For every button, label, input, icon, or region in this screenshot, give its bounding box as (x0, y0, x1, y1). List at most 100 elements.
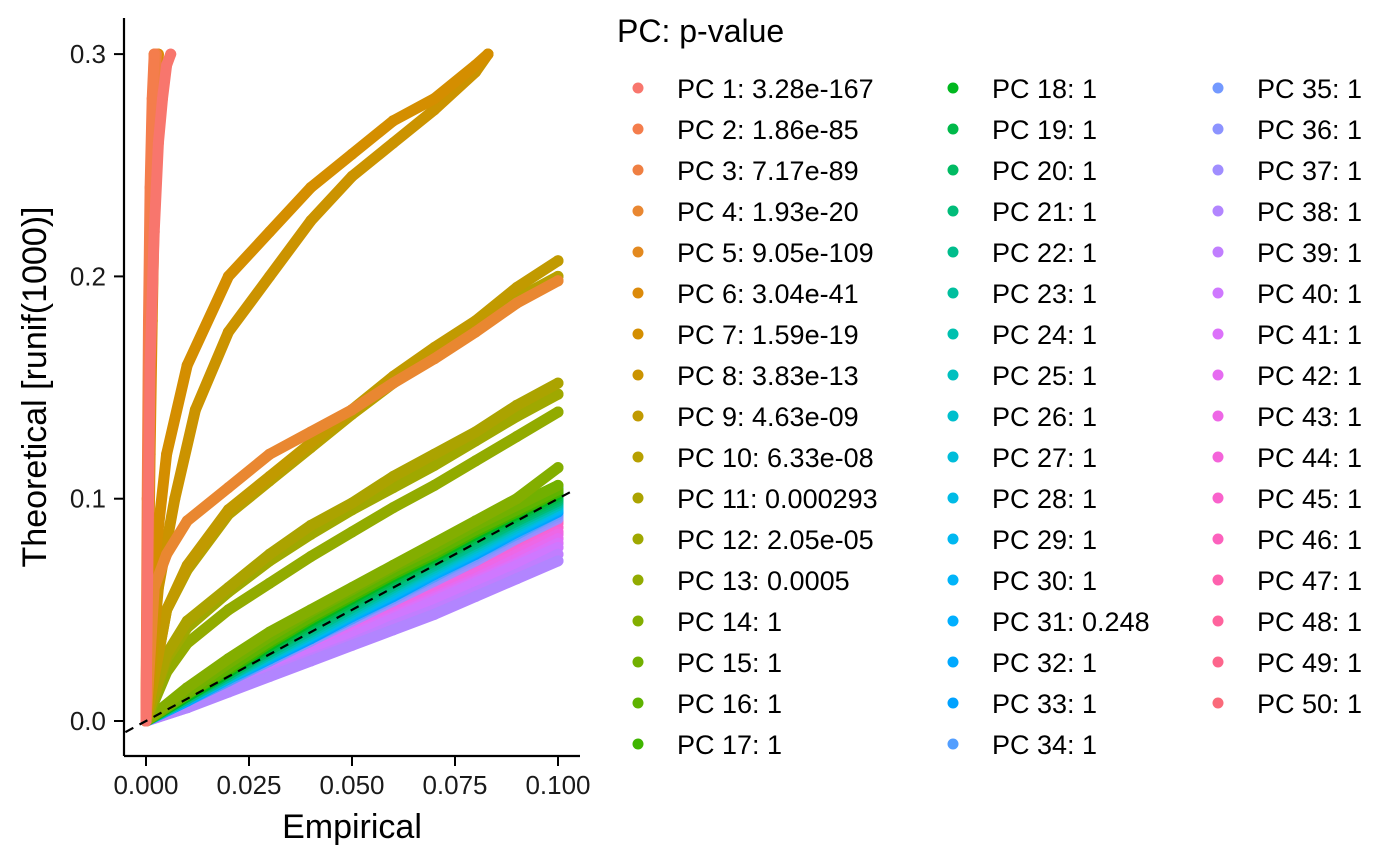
data-point (346, 497, 358, 509)
legend-label: PC 43: 1 (1257, 402, 1362, 432)
legend-label: PC 19: 1 (992, 115, 1097, 145)
legend-key (947, 246, 959, 258)
data-point (346, 582, 358, 594)
data-point (146, 93, 158, 105)
legend-key (632, 369, 644, 381)
reference-diagonal-line (124, 491, 571, 734)
data-point (264, 671, 276, 682)
legend-label: PC 6: 3.04e-41 (677, 279, 859, 309)
legend-item: PC 40: 1 (1212, 279, 1362, 309)
data-point (181, 615, 193, 627)
data-point (511, 573, 523, 585)
data-point (387, 377, 399, 389)
legend-label: PC 28: 1 (992, 484, 1097, 514)
legend-item: PC 41: 1 (1212, 320, 1362, 350)
data-point (305, 519, 317, 531)
legend-item: PC 31: 0.248 (947, 607, 1150, 637)
legend-key (632, 656, 644, 668)
data-point (264, 577, 276, 589)
data-point (387, 137, 399, 149)
legend-item: PC 29: 1 (947, 525, 1097, 555)
data-point (552, 255, 564, 267)
data-point (161, 448, 173, 460)
legend-label: PC 45: 1 (1257, 484, 1362, 514)
legend-item: PC 22: 1 (947, 238, 1097, 268)
legend-label: PC 29: 1 (992, 525, 1097, 555)
legend-key (632, 123, 644, 135)
data-point (222, 582, 234, 594)
legend-key (632, 738, 644, 750)
legend-key (947, 492, 959, 504)
legend-label: PC 48: 1 (1257, 607, 1362, 637)
legend-label: PC 2: 1.86e-85 (677, 115, 859, 145)
y-tick-label: 0.0 (70, 706, 106, 736)
x-tick-label: 0.075 (422, 770, 487, 800)
data-point (305, 215, 317, 227)
legend-key (1212, 369, 1224, 381)
legend-label: PC 15: 1 (677, 648, 782, 678)
legend-key (947, 82, 959, 94)
legend-item: PC 6: 3.04e-41 (632, 279, 859, 309)
legend-key (947, 123, 959, 135)
legend-key (632, 287, 644, 299)
legend-label: PC 11: 0.000293 (677, 484, 878, 514)
data-point (161, 548, 173, 560)
data-point (428, 479, 440, 491)
legend-item: PC 42: 1 (1212, 361, 1362, 391)
legend-item: PC 33: 1 (947, 689, 1097, 719)
data-point (305, 655, 317, 667)
series-line (140, 48, 494, 727)
legend-item: PC 28: 1 (947, 484, 1097, 514)
legend-item: PC 20: 1 (947, 156, 1097, 186)
data-point (428, 537, 440, 549)
legend-key (1212, 328, 1224, 340)
data-point (222, 270, 234, 282)
legend-label: PC 20: 1 (992, 156, 1097, 186)
legend-label: PC 39: 1 (1257, 238, 1362, 268)
legend-label: PC 12: 2.05e-05 (677, 525, 874, 555)
legend-item: PC 37: 1 (1212, 156, 1362, 186)
data-point (428, 448, 440, 460)
legend-key (632, 533, 644, 545)
legend-label: PC 49: 1 (1257, 648, 1362, 678)
legend-key (1212, 246, 1224, 258)
legend-label: PC 23: 1 (992, 279, 1097, 309)
legend-item: PC 4: 1.93e-20 (632, 197, 859, 227)
data-point (346, 404, 358, 416)
legend-label: PC 34: 1 (992, 730, 1097, 760)
legend-key (947, 164, 959, 176)
legend-label: PC 22: 1 (992, 238, 1097, 268)
data-point (264, 626, 276, 638)
data-point (181, 359, 193, 371)
data-point (148, 226, 160, 238)
legend-item: PC 30: 1 (947, 566, 1097, 596)
legend-key (947, 287, 959, 299)
legend-key (632, 205, 644, 217)
legend-title: PC: p-value (617, 13, 784, 49)
legend-label: PC 38: 1 (1257, 197, 1362, 227)
legend-key (1212, 533, 1224, 545)
legend-key (1212, 615, 1224, 627)
legend-label: PC 3: 7.17e-89 (677, 156, 859, 186)
legend-key (632, 574, 644, 586)
series-38 (140, 555, 564, 727)
y-tick-label: 0.2 (70, 261, 106, 291)
legend-key (947, 410, 959, 422)
legend-key (947, 697, 959, 709)
legend-label: PC 44: 1 (1257, 443, 1362, 473)
legend-key (1212, 451, 1224, 463)
legend-key (1212, 410, 1224, 422)
data-point (482, 48, 494, 60)
legend-label: PC 7: 1.59e-19 (677, 320, 859, 350)
legend-key (1212, 205, 1224, 217)
legend-label: PC 10: 6.33e-08 (677, 443, 874, 473)
legend: PC 1: 3.28e-167 PC 2: 1.86e-85 PC 3: 7.17e… (632, 74, 1362, 760)
data-point (264, 548, 276, 560)
legend-item: PC 47: 1 (1212, 566, 1362, 596)
y-axis-title: Theoretical [runif(1000)] (16, 207, 54, 568)
x-tick-label: 0.025 (216, 770, 281, 800)
legend-key (632, 615, 644, 627)
y-tick-label: 0.1 (70, 484, 106, 514)
data-point (387, 502, 399, 514)
legend-item: PC 46: 1 (1212, 525, 1362, 555)
